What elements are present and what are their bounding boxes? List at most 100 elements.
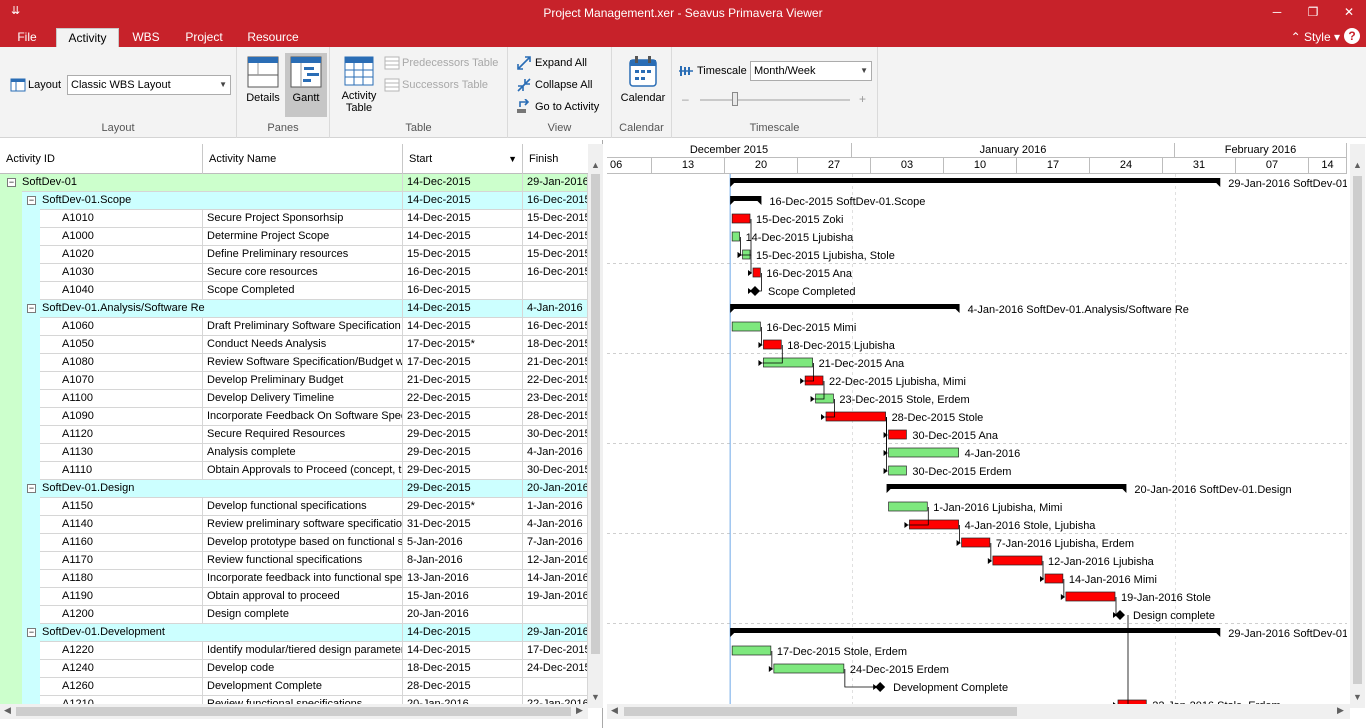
successors-table-button[interactable]: Successors Table xyxy=(402,79,489,91)
outline-band xyxy=(0,444,22,462)
activity-row[interactable]: A1130 Analysis complete 29-Dec-2015 4-Jan-2… xyxy=(0,444,588,462)
grid-hscroll-thumb[interactable] xyxy=(16,707,571,716)
activity-row[interactable]: A1050 Conduct Needs Analysis 17-Dec-2015* 1… xyxy=(0,336,588,354)
wbs-row[interactable]: − SoftDev-01.Analysis/Software Re 14-Dec-2… xyxy=(0,300,588,318)
scroll-down-icon[interactable]: ▼ xyxy=(1353,692,1362,702)
activity-row[interactable]: A1020 Define Preliminary resources 15-Dec-… xyxy=(0,246,588,264)
predecessors-table-button[interactable]: Predecessors Table xyxy=(402,57,499,69)
group-label-table: Table xyxy=(405,122,432,134)
activity-row[interactable]: A1060 Draft Preliminary Software Specific… xyxy=(0,318,588,336)
wbs-row[interactable]: − SoftDev-01.Development 14-Dec-2015 29-Jan… xyxy=(0,624,588,642)
tab-activity[interactable]: Activity xyxy=(56,28,119,47)
activity-bar xyxy=(888,465,907,476)
scroll-up-icon[interactable]: ▲ xyxy=(591,160,600,170)
collapse-toggle-icon[interactable]: − xyxy=(27,483,36,493)
activity-row[interactable]: A1240 Develop code 18-Dec-2015 24-Dec-2015 xyxy=(0,660,588,678)
timescale-week: 17 xyxy=(1017,158,1090,173)
activity-row[interactable]: A1170 Review functional specifications 8-J… xyxy=(0,552,588,570)
outline-band xyxy=(0,318,22,336)
scroll-right-icon[interactable]: ▶ xyxy=(576,705,583,715)
tab-project[interactable]: Project xyxy=(185,30,223,44)
activity-row[interactable]: A1190 Obtain approval to proceed 15-Jan-20… xyxy=(0,588,588,606)
expand-all-button[interactable]: Expand All xyxy=(535,57,587,69)
timescale-week: 03 xyxy=(871,158,944,173)
wbs-row[interactable]: − SoftDev-01 14-Dec-2015 29-Jan-2016 xyxy=(0,174,588,192)
critical-activity-bar xyxy=(1065,591,1116,602)
column-header-start[interactable]: Start ▼ xyxy=(403,144,523,174)
grid-horizontal-scrollbar[interactable]: ◀ ▶ xyxy=(0,704,588,719)
activity-row[interactable]: A1010 Secure Project Sponsorhsip 14-Dec-20… xyxy=(0,210,588,228)
restore-button[interactable]: ❐ xyxy=(1307,5,1319,19)
timescale-slider-thumb[interactable] xyxy=(732,92,738,106)
activity-row[interactable]: A1210 Review functional specifications 20-… xyxy=(0,696,588,704)
grid-vertical-scrollbar[interactable]: ▲ ▼ xyxy=(588,144,603,708)
cell-finish: 23-Dec-2015 xyxy=(523,390,588,408)
scroll-down-icon[interactable]: ▼ xyxy=(591,692,600,702)
gantt-chart[interactable]: 29-Jan-2016 SoftDev-01 16-Dec-2015 SoftDe… xyxy=(607,174,1347,704)
go-to-activity-button[interactable]: Go to Activity xyxy=(535,101,600,113)
activity-row[interactable]: A1140 Review preliminary software specifi… xyxy=(0,516,588,534)
column-header-activity-id[interactable]: Activity ID xyxy=(0,144,203,174)
wbs-row[interactable]: − SoftDev-01.Design 29-Dec-2015 20-Jan-2016 xyxy=(0,480,588,498)
bar-label: Scope Completed xyxy=(768,286,855,298)
activity-row[interactable]: A1040 Scope Completed 16-Dec-2015 xyxy=(0,282,588,300)
activity-row[interactable]: A1070 Develop Preliminary Budget 21-Dec-20… xyxy=(0,372,588,390)
collapse-all-button[interactable]: Collapse All xyxy=(535,79,593,91)
activity-row[interactable]: A1150 Develop functional specifications 29… xyxy=(0,498,588,516)
collapse-toggle-icon[interactable]: − xyxy=(27,195,36,205)
activity-row[interactable]: A1110 Obtain Approvals to Proceed (concep… xyxy=(0,462,588,480)
bar-label: 4-Jan-2016 SoftDev-01.Analysis/Software … xyxy=(968,304,1189,316)
zoom-out-button[interactable]: – xyxy=(682,92,689,106)
activity-row[interactable]: A1100 Develop Delivery Timeline 22-Dec-201… xyxy=(0,390,588,408)
layout-select[interactable]: Classic WBS Layout ▼ xyxy=(67,75,231,95)
cell-activity-name xyxy=(203,174,403,192)
help-icon[interactable]: ? xyxy=(1344,28,1360,44)
tab-file[interactable]: File xyxy=(17,30,37,44)
cell-start: 29-Dec-2015 xyxy=(403,444,523,462)
tab-wbs[interactable]: WBS xyxy=(132,30,160,44)
layout-icon xyxy=(10,78,26,92)
activity-row[interactable]: A1080 Review Software Specification/Budge… xyxy=(0,354,588,372)
activity-table-button[interactable]: Activity Table xyxy=(336,53,382,117)
details-button[interactable]: Details xyxy=(241,53,285,117)
quick-access-toolbar-icon[interactable]: ⇊ xyxy=(11,5,21,17)
tab-resource[interactable]: Resource xyxy=(247,30,299,44)
gantt-vertical-scrollbar[interactable]: ▲ ▼ xyxy=(1350,144,1365,708)
scroll-left-icon[interactable]: ◀ xyxy=(4,705,11,715)
collapse-toggle-icon[interactable]: − xyxy=(27,627,36,637)
wbs-row[interactable]: − SoftDev-01.Scope 14-Dec-2015 16-Dec-2015 xyxy=(0,192,588,210)
outline-band xyxy=(22,318,40,336)
activity-row[interactable]: A1220 Identify modular/tiered design para… xyxy=(0,642,588,660)
scroll-left-icon[interactable]: ◀ xyxy=(611,705,618,715)
cell-activity-name: Secure Project Sponsorhsip xyxy=(203,210,403,228)
activity-row[interactable]: A1030 Secure core resources 16-Dec-2015 16-… xyxy=(0,264,588,282)
timescale-select[interactable]: Month/Week ▼ xyxy=(750,61,872,81)
view-group: Expand All Collapse All Go to Activity V… xyxy=(508,47,612,138)
column-header-finish[interactable]: Finish xyxy=(529,153,559,165)
scroll-right-icon[interactable]: ▶ xyxy=(1337,705,1344,715)
gantt-horizontal-scrollbar[interactable]: ◀ ▶ xyxy=(607,704,1350,719)
activity-row[interactable]: A1180 Incorporate feedback into functiona… xyxy=(0,570,588,588)
activity-row[interactable]: A1260 Development Complete 28-Dec-2015 xyxy=(0,678,588,696)
gantt-button[interactable]: Gantt xyxy=(285,53,327,117)
cell-finish: 4-Jan-2016 xyxy=(523,300,588,318)
grid-vscroll-thumb[interactable] xyxy=(591,174,600,654)
gantt-vscroll-thumb[interactable] xyxy=(1353,176,1362,684)
scroll-up-icon[interactable]: ▲ xyxy=(1353,160,1362,170)
zoom-in-button[interactable]: + xyxy=(859,92,867,106)
activity-row[interactable]: A1000 Determine Project Scope 14-Dec-2015 1… xyxy=(0,228,588,246)
bar-label: 16-Dec-2015 Ana xyxy=(766,268,852,280)
close-button[interactable]: ✕ xyxy=(1343,5,1355,19)
gantt-hscroll-thumb[interactable] xyxy=(624,707,1017,716)
activity-row[interactable]: A1200 Design complete 20-Jan-2016 xyxy=(0,606,588,624)
activity-row[interactable]: A1160 Develop prototype based on function… xyxy=(0,534,588,552)
calendar-button[interactable]: Calendar xyxy=(616,53,670,117)
minimize-button[interactable]: ─ xyxy=(1272,5,1282,19)
column-header-activity-name[interactable]: Activity Name xyxy=(203,144,403,174)
outline-band xyxy=(0,192,22,210)
collapse-toggle-icon[interactable]: − xyxy=(7,177,16,187)
collapse-toggle-icon[interactable]: − xyxy=(27,303,36,313)
activity-row[interactable]: A1090 Incorporate Feedback On Software Sp… xyxy=(0,408,588,426)
style-menu[interactable]: ⌃ Style ▾ xyxy=(1290,30,1340,44)
activity-row[interactable]: A1120 Secure Required Resources 29-Dec-201… xyxy=(0,426,588,444)
